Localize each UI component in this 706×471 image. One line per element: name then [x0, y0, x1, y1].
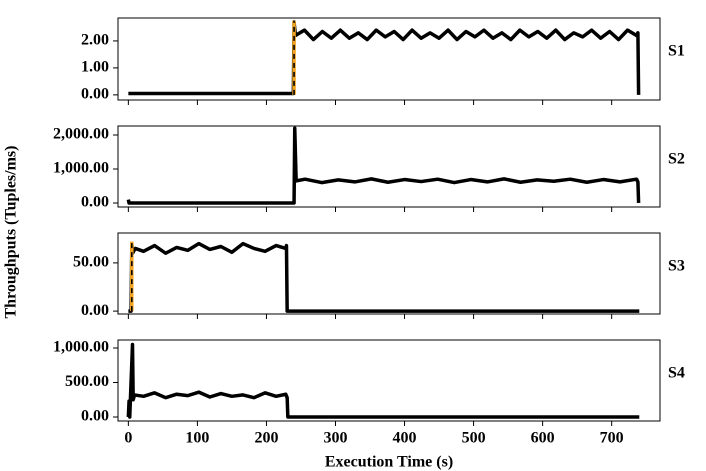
x-tick-label: 200: [254, 430, 278, 447]
x-tick-label: 400: [393, 430, 417, 447]
y-axis-label: Throughputs (Tuples/ms): [3, 146, 20, 319]
series-line: [126, 342, 640, 419]
panel-frame: [117, 339, 661, 422]
panel-label: S4: [668, 365, 685, 382]
y-tick-label: 1,000.00: [53, 339, 109, 356]
y-tick-label: 0.00: [81, 86, 109, 103]
y-tick-label: 500.00: [65, 373, 109, 390]
x-tick-label: 700: [600, 430, 624, 447]
y-tick-label: 0.00: [81, 302, 109, 319]
panel-frame: [117, 17, 661, 101]
y-tick-label: 2.00: [81, 32, 109, 49]
y-tick-label: 1,000.00: [53, 160, 109, 177]
panel-label: S1: [668, 43, 685, 60]
series-line: [128, 241, 640, 313]
y-tick-label: 2,000.00: [53, 126, 109, 143]
panel-label: S3: [668, 258, 685, 275]
x-tick-label: 600: [531, 430, 555, 447]
x-axis-label: Execution Time (s): [325, 454, 453, 471]
y-tick-label: 50.00: [73, 254, 109, 271]
x-tick-label: 300: [323, 430, 347, 447]
panel-frame: [117, 125, 661, 208]
series-line: [126, 126, 641, 205]
panel-label: S2: [668, 151, 685, 168]
x-tick-label: 500: [462, 430, 486, 447]
series-line: [128, 20, 641, 96]
x-tick-label: 0: [124, 430, 132, 447]
y-tick-label: 0.00: [81, 408, 109, 425]
panel-frame: [117, 232, 661, 315]
y-tick-label: 0.00: [81, 194, 109, 211]
y-tick-label: 1.00: [81, 59, 109, 76]
x-tick-label: 100: [185, 430, 209, 447]
